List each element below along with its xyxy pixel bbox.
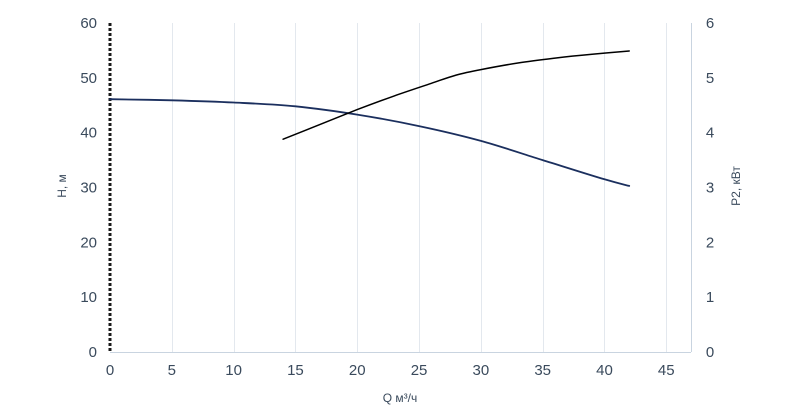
grid [172,23,667,352]
x-tick-label: 30 [473,362,490,379]
axes [108,23,692,353]
left-y-tick-label: 60 [80,15,97,32]
x-tick-label: 25 [411,362,428,379]
left-y-tick-label: 30 [80,180,97,197]
x-tick-label: 0 [106,362,114,379]
x-tick-label: 10 [225,362,242,379]
x-tick-label: 5 [168,362,176,379]
right-y-tick-label: 2 [706,234,714,251]
left-y-tick-label: 0 [89,344,97,361]
right-y-tick-label: 0 [706,344,714,361]
power-curve-line [282,50,630,140]
right-y-tick-label: 5 [706,70,714,87]
left-y-axis-title: H, м [55,174,69,198]
x-axis-title: Q м³/ч [383,391,418,405]
x-tick-label: 15 [287,362,304,379]
right-y-tick-label: 4 [706,125,714,142]
right-y-tick-label: 1 [706,289,714,306]
x-tick-label: 45 [658,362,675,379]
left-y-tick-label: 40 [80,125,97,142]
left-y-tick-label: 10 [80,289,97,306]
x-tick-label: 40 [596,362,613,379]
head-curve-line [109,98,631,187]
right-y-tick-label: 3 [706,180,714,197]
right-y-axis-title: P2, кВт [729,166,743,206]
series [109,50,631,187]
left-y-tick-label: 50 [80,70,97,87]
left-y-tick-label: 20 [80,234,97,251]
right-y-tick-label: 6 [706,15,714,32]
x-tick-label: 35 [534,362,551,379]
x-tick-label: 20 [349,362,366,379]
